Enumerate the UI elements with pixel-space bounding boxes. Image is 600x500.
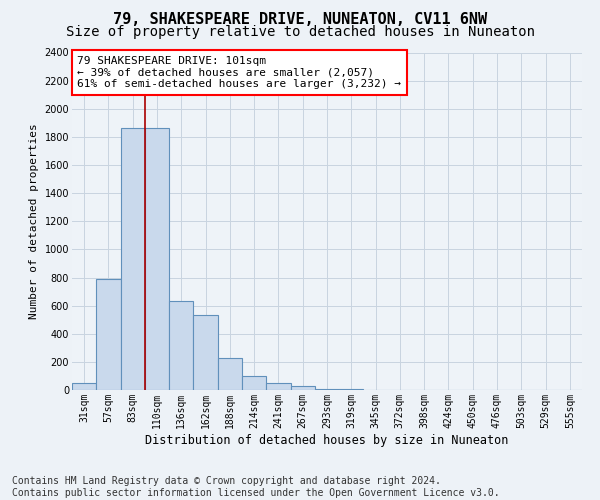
Bar [169, 302, 193, 390]
Text: Contains HM Land Registry data © Crown copyright and database right 2024.
Contai: Contains HM Land Registry data © Crown c… [12, 476, 500, 498]
Text: Size of property relative to detached houses in Nuneaton: Size of property relative to detached ho… [65, 25, 535, 39]
Text: 79 SHAKESPEARE DRIVE: 101sqm
← 39% of detached houses are smaller (2,057)
61% of: 79 SHAKESPEARE DRIVE: 101sqm ← 39% of de… [77, 56, 401, 89]
Bar [266, 383, 290, 390]
Bar [242, 376, 266, 390]
Bar [72, 383, 96, 390]
X-axis label: Distribution of detached houses by size in Nuneaton: Distribution of detached houses by size … [145, 434, 509, 446]
Bar [290, 386, 315, 390]
Y-axis label: Number of detached properties: Number of detached properties [29, 124, 39, 319]
Bar [193, 316, 218, 390]
Bar [218, 358, 242, 390]
Bar [145, 128, 169, 390]
Bar [121, 128, 145, 390]
Bar [96, 279, 121, 390]
Text: 79, SHAKESPEARE DRIVE, NUNEATON, CV11 6NW: 79, SHAKESPEARE DRIVE, NUNEATON, CV11 6N… [113, 12, 487, 28]
Bar [315, 388, 339, 390]
